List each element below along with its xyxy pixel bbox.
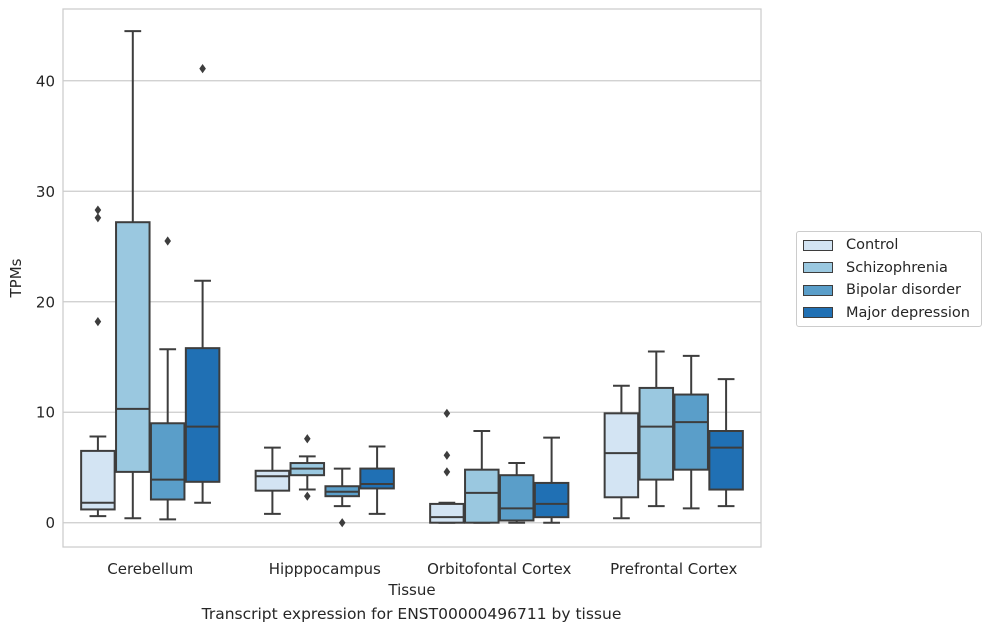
box-iqr	[80, 449, 116, 511]
legend-label-control: Control	[846, 237, 899, 253]
series-bipolar-disorder	[149, 236, 709, 528]
box-orbitofontal-cortex-major-depression	[533, 436, 570, 524]
box-prefrontal-cortex-major-depression	[708, 378, 744, 508]
outlier-point	[94, 205, 102, 215]
x-tick-label-orbitofontal-cortex: Orbitofontal Cortex	[427, 560, 571, 578]
x-tick-label-hipppocampus: Hipppocampus	[269, 560, 381, 578]
box-orbitofontal-cortex-bipolar-disorder	[498, 462, 535, 524]
legend-swatch-schizophrenia	[803, 262, 833, 273]
box-orbitofontal-cortex-control	[429, 408, 465, 524]
box-hipppocampus-control	[254, 446, 291, 515]
box-iqr	[254, 469, 291, 492]
legend-label-schizophrenia: Schizophrenia	[846, 259, 948, 276]
legend-label-major-depression: Major depression	[846, 304, 970, 321]
outlier-point	[443, 467, 451, 477]
series-major-depression	[184, 64, 744, 524]
outlier-point	[443, 450, 451, 460]
series-schizophrenia	[115, 30, 675, 524]
y-axis-label: TPMs	[7, 258, 25, 298]
box-iqr	[533, 481, 570, 519]
series-control	[80, 205, 640, 524]
legend-item-schizophrenia: Schizophrenia	[803, 258, 948, 278]
box-cerebellum-major-depression	[184, 64, 221, 504]
outlier-point	[443, 408, 451, 418]
y-tick-label-10: 10	[36, 404, 55, 422]
legend-item-major-depression: Major depression	[803, 303, 970, 323]
outlier-point	[164, 236, 171, 246]
box-iqr	[184, 347, 221, 483]
outlier-point	[94, 317, 102, 327]
plot-frame	[62, 8, 762, 548]
y-tick-label-30: 30	[36, 183, 55, 201]
outlier-point	[304, 434, 311, 444]
box-iqr	[498, 474, 535, 522]
box-cerebellum-bipolar-disorder	[149, 236, 186, 521]
y-tick-label-0: 0	[45, 514, 55, 532]
x-axis-ticks: Cerebellum Hipppocampus Orbitofontal Corte…	[107, 560, 737, 578]
outlier-point	[338, 518, 346, 528]
x-tick-label-prefrontal-cortex: Prefrontal Cortex	[610, 560, 737, 578]
outlier-point	[199, 64, 206, 74]
box-hipppocampus-bipolar-disorder	[324, 467, 360, 528]
box-iqr	[464, 468, 500, 524]
box-iqr	[708, 430, 744, 491]
box-iqr	[673, 393, 709, 471]
y-axis-ticks: 0 10 20 30 40	[36, 72, 55, 532]
box-hipppocampus-major-depression	[359, 445, 395, 515]
y-tick-label-40: 40	[36, 72, 55, 90]
outlier-point	[94, 213, 102, 223]
box-cerebellum-control	[80, 205, 116, 518]
box-iqr	[115, 221, 151, 473]
legend-swatch-bipolar-disorder	[803, 284, 833, 296]
box-iqr	[359, 467, 395, 490]
legend-item-control: Control	[803, 235, 898, 255]
legend-swatch-control	[803, 239, 833, 251]
legend-label-bipolar-disorder: Bipolar disorder	[846, 282, 961, 298]
box-iqr	[603, 412, 640, 499]
box-iqr	[429, 502, 465, 524]
x-axis-label: Tissue	[387, 581, 435, 599]
x-tick-label-cerebellum: Cerebellum	[107, 560, 193, 578]
box-iqr	[638, 386, 675, 481]
box-prefrontal-cortex-bipolar-disorder	[673, 354, 709, 510]
legend: Control Schizophrenia Bipolar disorder M…	[796, 231, 982, 327]
box-iqr	[149, 422, 186, 501]
box-orbitofontal-cortex-schizophrenia	[464, 430, 500, 524]
box-cerebellum-schizophrenia	[115, 30, 151, 520]
legend-swatch-major-depression	[803, 307, 833, 318]
chart-caption: Transcript expression for ENST0000049671…	[201, 605, 622, 623]
y-tick-label-20: 20	[36, 293, 55, 311]
box-hipppocampus-schizophrenia	[289, 434, 326, 501]
legend-item-bipolar-disorder: Bipolar disorder	[803, 280, 961, 300]
outlier-point	[304, 491, 311, 501]
box-prefrontal-cortex-schizophrenia	[638, 350, 675, 508]
box-prefrontal-cortex-control	[603, 384, 640, 520]
box-plot-series	[80, 30, 744, 528]
